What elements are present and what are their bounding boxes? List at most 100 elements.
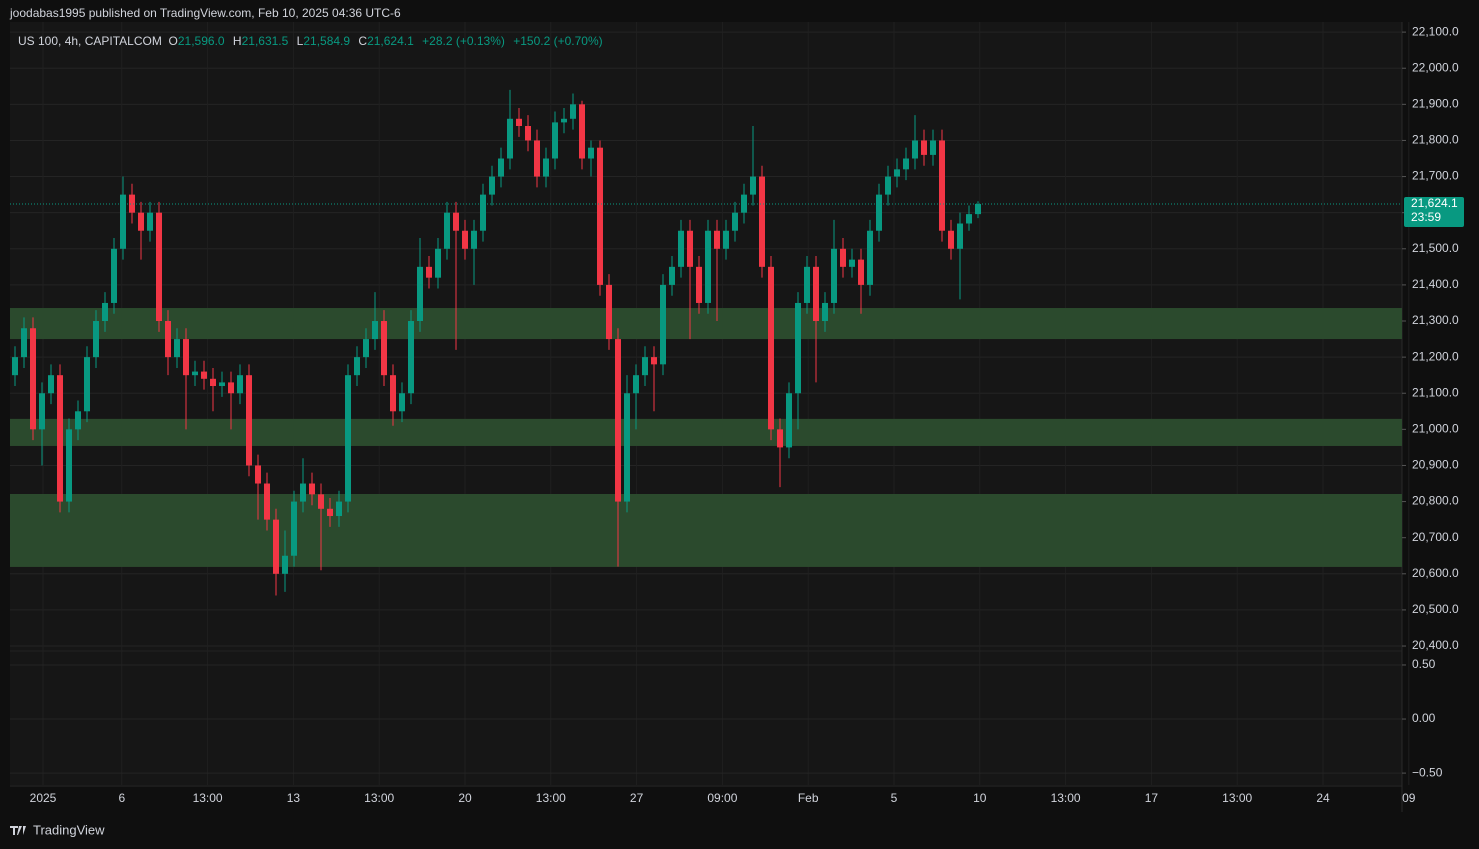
candle-body: [642, 357, 648, 376]
price-countdown: 23:59: [1411, 210, 1441, 224]
x-tick-label: 13:00: [536, 791, 566, 805]
candle-body: [291, 501, 297, 556]
candle-body: [597, 147, 603, 285]
x-tick-label: 09:00: [707, 791, 737, 805]
candle-body: [120, 194, 126, 249]
candle-body: [480, 194, 486, 231]
candle-body: [633, 375, 639, 394]
candle-body: [606, 284, 612, 340]
candle-body: [309, 483, 315, 495]
legend-close: 21,624.1: [367, 34, 414, 48]
y-tick-label: 0.50: [1412, 657, 1436, 671]
candle-body: [588, 147, 594, 159]
legend-close-label: C: [358, 34, 368, 48]
candle-body: [696, 266, 702, 303]
candle-body: [381, 321, 387, 376]
candle-body: [300, 483, 306, 502]
candle-body: [84, 357, 90, 412]
candle-body: [543, 158, 549, 177]
candle-body: [282, 555, 288, 574]
candle-body: [372, 321, 378, 340]
candle-body: [885, 176, 891, 195]
legend-change: +28.2 (+0.13%): [422, 34, 505, 48]
candle-body: [867, 230, 873, 285]
legend-high-label: H: [232, 34, 242, 48]
candle-body: [651, 357, 657, 365]
candle-body: [273, 519, 279, 574]
candle-body: [570, 104, 576, 119]
candle-body: [147, 212, 153, 231]
candle-body: [624, 393, 630, 502]
y-tick-label: 21,200.0: [1412, 349, 1459, 363]
x-tick-label: 10: [973, 791, 987, 805]
x-tick-label: 09: [1402, 791, 1416, 805]
price-label: 21,624.1: [1411, 196, 1458, 210]
candle-body: [732, 212, 738, 231]
y-tick-label: −0.50: [1412, 765, 1443, 779]
candle-body: [786, 393, 792, 448]
candle-body: [939, 140, 945, 231]
y-tick-label: 21,500.0: [1412, 241, 1459, 255]
candle-body: [156, 212, 162, 322]
x-tick-label: 13: [287, 791, 301, 805]
candle-body: [831, 248, 837, 303]
candle-body: [741, 194, 747, 213]
candle-body: [507, 118, 513, 159]
legend-open: 21,596.0: [177, 34, 225, 48]
candle-body: [894, 169, 900, 177]
y-tick-label: 20,900.0: [1412, 458, 1459, 472]
x-tick-label: 20: [458, 791, 472, 805]
legend-change-day: +150.2 (+0.70%): [513, 34, 603, 48]
x-tick-label: 13:00: [1222, 791, 1252, 805]
candle-body: [903, 158, 909, 170]
zone: [10, 418, 1402, 446]
legend-symbol: US 100, 4h, CAPITALCOM: [18, 34, 162, 48]
price-label-box: [1404, 196, 1464, 227]
y-tick-label: 21,100.0: [1412, 385, 1459, 399]
candle-body: [246, 375, 252, 466]
x-tick-label: 13:00: [364, 791, 394, 805]
candle-body: [777, 429, 783, 448]
candle-body: [705, 230, 711, 303]
candle-body: [138, 212, 144, 231]
candle-body: [552, 122, 558, 159]
x-tick-label: 2025: [30, 791, 57, 805]
y-tick-label: 21,300.0: [1412, 313, 1459, 327]
candle-body: [129, 194, 135, 213]
candle-body: [759, 176, 765, 267]
candle-body: [21, 328, 27, 358]
candle-body: [192, 371, 198, 376]
indicator-pane: [10, 652, 1402, 785]
candle-body: [417, 266, 423, 322]
candle-body: [453, 212, 459, 231]
candle-body: [39, 393, 45, 430]
zone: [10, 308, 1402, 340]
candle-body: [93, 321, 99, 358]
candle-body: [876, 194, 882, 231]
candle-body: [813, 266, 819, 322]
candle-body: [498, 158, 504, 177]
candle-body: [66, 429, 72, 502]
candle-body: [336, 501, 342, 517]
candle-body: [201, 371, 207, 379]
candle-body: [426, 266, 432, 278]
candle-body: [687, 230, 693, 267]
candle-body: [660, 284, 666, 365]
candle-body: [264, 483, 270, 520]
candle-body: [534, 140, 540, 177]
candle-body: [183, 339, 189, 376]
candle-body: [714, 230, 720, 249]
candle-body: [363, 339, 369, 358]
candle-body: [210, 378, 216, 387]
x-tick-label: 24: [1316, 791, 1330, 805]
candle-body: [219, 382, 225, 387]
candle-body: [228, 382, 234, 394]
candle-body: [849, 259, 855, 267]
candle-body: [30, 328, 36, 430]
y-tick-label: 20,500.0: [1412, 602, 1459, 616]
candle-body: [489, 176, 495, 195]
candle-body: [516, 118, 522, 127]
candle-body: [930, 140, 936, 155]
